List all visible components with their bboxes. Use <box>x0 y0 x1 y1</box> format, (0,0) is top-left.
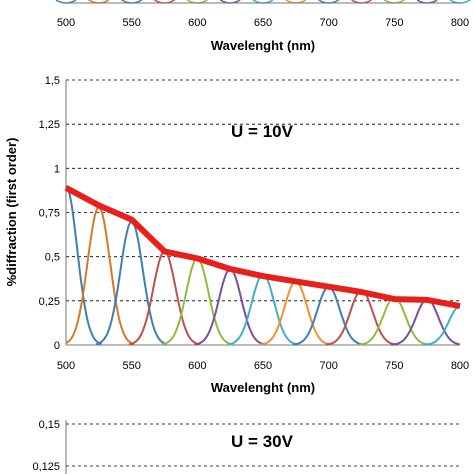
bottom-y-tick-label: 0,125 <box>32 461 60 473</box>
top-chart: 500 550 600 650 700 750 800 Wavelenght (nm) <box>55 0 471 53</box>
top-x-tick-label: 500 <box>57 17 75 29</box>
top-x-tick-label: 550 <box>122 17 140 29</box>
top-x-tick-label: 800 <box>451 17 469 29</box>
top-x-tick-label: 650 <box>254 17 272 29</box>
y-tick-label: 1 <box>54 163 60 175</box>
middle-series-group <box>65 185 460 346</box>
x-tick-label: 550 <box>122 360 140 372</box>
x-tick-label: 500 <box>57 360 75 372</box>
top-x-tick-label: 750 <box>385 17 403 29</box>
middle-x-axis-label: Wavelenght (nm) <box>211 380 315 395</box>
top-x-axis-label: Wavelenght (nm) <box>211 38 315 53</box>
x-tick-label: 750 <box>385 360 403 372</box>
series-peak-line <box>128 250 200 346</box>
middle-y-axis-label: %diffraction (first order) <box>4 138 19 287</box>
y-tick-label: 1,25 <box>39 119 60 131</box>
bottom-y-tick-label: 0,15 <box>39 419 60 431</box>
bottom-chart: 0,15 0,125 U = 30V <box>32 419 460 474</box>
x-tick-label: 800 <box>451 360 469 372</box>
y-tick-label: 0,75 <box>39 208 60 220</box>
middle-gridlines <box>66 79 460 302</box>
x-tick-label: 700 <box>319 360 337 372</box>
x-tick-label: 600 <box>188 360 206 372</box>
y-tick-label: 0 <box>54 340 60 352</box>
top-x-tick-label: 700 <box>319 17 337 29</box>
bottom-annotation: U = 30V <box>231 432 294 451</box>
middle-chart: 0 0,25 0,5 0,75 1 1,25 1,5 500 550 600 650 700 750 8… <box>4 75 469 395</box>
y-tick-label: 0,25 <box>39 296 60 308</box>
envelope-line <box>64 185 461 310</box>
y-tick-label: 1,5 <box>45 75 60 87</box>
y-tick-label: 0,5 <box>45 252 60 264</box>
series-peak-line <box>424 305 460 346</box>
top-x-tick-label: 600 <box>188 17 206 29</box>
series-peak-line <box>65 185 102 345</box>
top-x-ticks: 500 550 600 650 700 750 800 <box>57 17 469 29</box>
x-tick-label: 650 <box>254 360 272 372</box>
middle-y-ticks: 0 0,25 0,5 0,75 1 1,25 1,5 <box>39 75 60 352</box>
middle-annotation: U = 10V <box>231 122 294 141</box>
series-peak-line <box>65 205 135 346</box>
middle-x-ticks: 500 550 600 650 700 750 800 <box>57 360 469 372</box>
